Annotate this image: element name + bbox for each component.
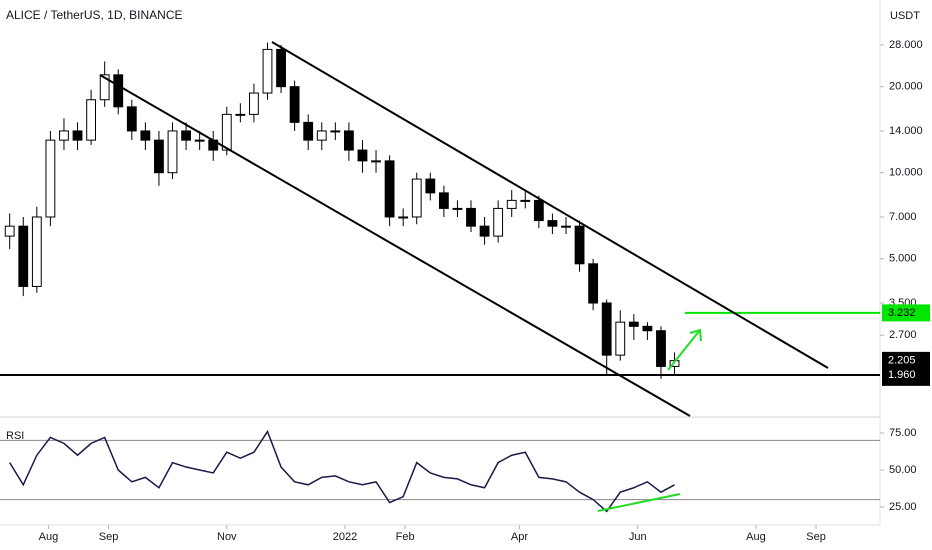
candle-body (113, 74, 124, 108)
candle-body (628, 321, 639, 327)
candle-body (316, 130, 327, 141)
candle-body (561, 225, 571, 228)
trend-line (99, 74, 691, 417)
candle-body (656, 330, 666, 367)
x-tick-label: Sep (806, 531, 826, 543)
arrow (667, 329, 701, 371)
candle-body (4, 225, 15, 237)
candle-body (411, 178, 422, 218)
y-tick-label: 5.000 (889, 253, 917, 265)
candle-body (398, 216, 409, 219)
y-tick-label: 14.000 (889, 125, 923, 137)
y-tick-label: 50.00 (889, 464, 917, 476)
y-tick-label: 2.700 (889, 329, 917, 341)
candle-body (181, 130, 191, 141)
y-tick-label: 7.000 (889, 211, 917, 223)
candle-body (126, 106, 137, 132)
candle-body (479, 225, 490, 237)
candle-body (194, 139, 205, 142)
candle-body (303, 121, 314, 141)
y-tick-label: 75.00 (889, 427, 917, 439)
unit-label: USDT (890, 10, 920, 22)
x-tick-label: Jun (629, 531, 647, 543)
price-label-box (882, 366, 930, 384)
candle-body (154, 139, 164, 174)
candle-body (588, 263, 599, 304)
candle-body (31, 216, 42, 287)
y-tick-label: 28.000 (889, 39, 923, 51)
x-tick-label: Nov (217, 531, 237, 543)
candle-body (343, 130, 354, 151)
candle-body (235, 113, 246, 116)
candle-body (45, 139, 56, 218)
candle-body (452, 207, 463, 210)
candle-body (140, 130, 151, 141)
candle-body (425, 178, 436, 194)
candle-body (59, 130, 69, 141)
price-label: 1.960 (888, 369, 916, 381)
candle-body (642, 325, 653, 332)
candle-body (520, 199, 531, 202)
candle-body (466, 207, 476, 227)
candle-body (533, 199, 544, 222)
y-tick-label: 25.00 (889, 501, 917, 513)
candle-body (601, 302, 612, 356)
x-tick-label: Apr (511, 531, 528, 543)
x-tick-label: 2022 (333, 531, 357, 543)
price-label: 3.232 (888, 307, 916, 319)
rsi-trend-line (597, 493, 681, 512)
candle-body (289, 86, 300, 123)
candle-body (547, 220, 558, 227)
candle-body (371, 160, 381, 163)
drawings (99, 41, 829, 512)
candle-body (615, 321, 626, 356)
candle-body (86, 99, 97, 141)
x-tick-label: Aug (746, 531, 766, 543)
rsi-title: RSI (6, 430, 24, 442)
x-tick-label: Aug (39, 531, 59, 543)
candle-body (249, 92, 259, 115)
rsi-line (9, 429, 675, 513)
candle-body (262, 48, 273, 94)
x-tick-label: Sep (99, 531, 119, 543)
price-label: 2.205 (888, 354, 916, 366)
candle-body (384, 160, 395, 218)
candle-body (72, 130, 83, 141)
candle-body (493, 207, 504, 237)
y-tick-label: 10.000 (889, 167, 923, 179)
candle-body (18, 225, 29, 287)
candle-body (506, 199, 517, 209)
candle-body (574, 225, 585, 265)
candle-body (167, 130, 178, 174)
candle-body (438, 192, 449, 209)
y-tick-label: 20.000 (889, 81, 923, 93)
candle-body (357, 149, 368, 162)
trend-line (271, 41, 829, 369)
x-tick-label: Feb (396, 531, 415, 543)
candle-body (99, 74, 110, 101)
candle-body (330, 130, 341, 133)
candle-body (221, 113, 232, 151)
chart-title: ALICE / TetherUS, 1D, BINANCE (6, 8, 183, 22)
candle-body (276, 48, 286, 88)
price-label-box (882, 304, 930, 322)
arrow-head (689, 328, 702, 342)
